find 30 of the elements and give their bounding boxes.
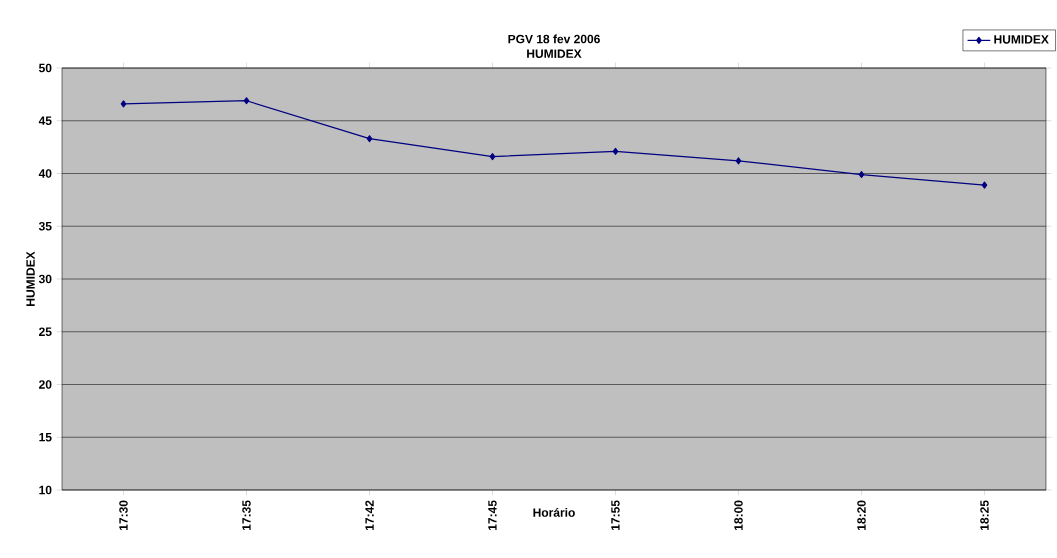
y-tick-label: 50 bbox=[38, 63, 52, 73]
x-tick-label: 17:35 bbox=[242, 500, 251, 530]
x-tick-label: 18:25 bbox=[980, 500, 989, 530]
point bbox=[489, 153, 496, 161]
x-tick-label: 17:30 bbox=[119, 500, 128, 530]
y-tick-label: 20 bbox=[39, 380, 52, 389]
y-tick-label: 35 bbox=[38, 221, 52, 231]
point bbox=[366, 135, 373, 143]
y-tick-label: 25 bbox=[39, 327, 52, 337]
point bbox=[243, 97, 250, 105]
chart-title: PGV 18 fev 2006 bbox=[508, 34, 600, 44]
y-axis-title: HUMIDEX bbox=[26, 251, 35, 306]
point bbox=[858, 171, 865, 179]
y-tick-label: 40 bbox=[38, 169, 52, 178]
x-tick-label: 18:20 bbox=[857, 500, 866, 530]
y-tick-label: 45 bbox=[38, 116, 52, 125]
chart-subtitle: HUMIDEX bbox=[527, 49, 582, 58]
y-tick-label: 30 bbox=[38, 274, 52, 284]
x-tick-label: 17:55 bbox=[611, 500, 620, 530]
y-tick-label: 10 bbox=[39, 485, 52, 495]
point bbox=[612, 147, 619, 155]
y-tick-label: 15 bbox=[39, 433, 52, 442]
x-tick-label: 17:42 bbox=[365, 500, 374, 530]
point bbox=[981, 181, 988, 189]
point bbox=[735, 157, 742, 165]
legend-label: HUMIDEX bbox=[994, 35, 1049, 44]
point bbox=[120, 100, 127, 108]
x-tick-label: 18:00 bbox=[734, 500, 743, 530]
x-tick-label: 17:45 bbox=[488, 500, 497, 530]
x-axis-title: Horário bbox=[533, 507, 575, 517]
